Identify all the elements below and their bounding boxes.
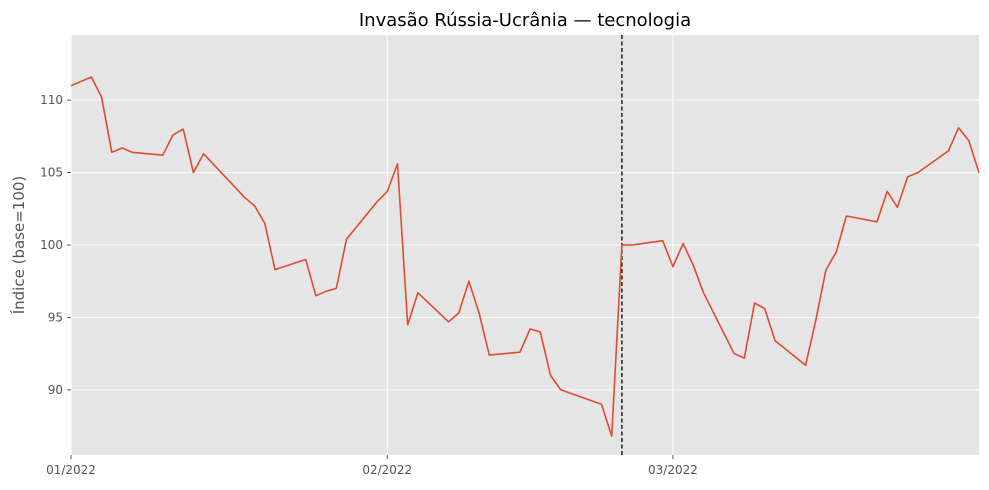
- y-tick-label: 95: [48, 310, 63, 324]
- x-tick-label: 02/2022: [362, 463, 412, 477]
- x-tick-label: 03/2022: [648, 463, 698, 477]
- y-tick-label: 100: [40, 238, 63, 252]
- y-axis-label: Índice (base=100): [9, 176, 28, 315]
- axis-ticks: 90 95 100 105 110 01/2022 02/2022 03/2022: [40, 93, 698, 477]
- y-tick-label: 110: [40, 93, 63, 107]
- series-line: [70, 76, 980, 438]
- y-tick-label: 90: [48, 383, 63, 397]
- y-tick-label: 105: [40, 166, 63, 180]
- series-group: [70, 35, 980, 455]
- chart-title: Invasão Rússia-Ucrânia — tecnologia: [359, 10, 691, 31]
- x-tick-label: 01/2022: [46, 463, 96, 477]
